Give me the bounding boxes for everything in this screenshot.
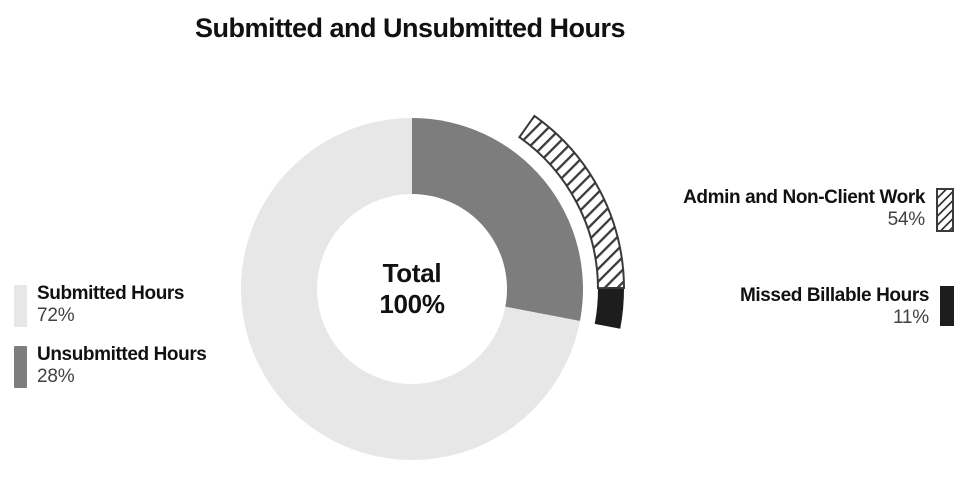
- legend-item-submitted-hours: Submitted Hours 72%: [14, 283, 184, 327]
- legend-item-admin-non-client-work: Admin and Non-Client Work 54%: [683, 187, 954, 232]
- legend-text-missed-billable-hours: Missed Billable Hours 11%: [740, 285, 929, 329]
- legend-item-unsubmitted-hours: Unsubmitted Hours 28%: [14, 344, 207, 388]
- legend-value-unsubmitted-hours: 28%: [37, 366, 75, 387]
- arc-missed-billable-hours: [594, 287, 625, 329]
- arc-admin-and-non-client-work: [518, 114, 626, 290]
- slice-unsubmitted-hours: [412, 118, 583, 322]
- legend-swatch-unsubmitted-hours: [14, 346, 27, 388]
- center-total-label: Total: [382, 258, 442, 288]
- donut-center-label: Total 100%: [379, 258, 445, 320]
- legend-value-missed-billable-hours: 11%: [892, 307, 929, 328]
- legend-text-unsubmitted-hours: Unsubmitted Hours 28%: [37, 344, 207, 388]
- legend-text-admin-non-client-work: Admin and Non-Client Work 54%: [683, 187, 925, 231]
- legend-value-admin-non-client-work: 54%: [887, 209, 926, 230]
- chart-title: Submitted and Unsubmitted Hours: [195, 13, 626, 43]
- legend-swatch-submitted-hours: [14, 285, 27, 327]
- legend-label-admin-non-client-work: Admin and Non-Client Work: [683, 187, 925, 208]
- legend-label-unsubmitted-hours: Unsubmitted Hours: [37, 344, 207, 365]
- legend-swatch-admin-non-client-work: [936, 188, 954, 232]
- legend-label-missed-billable-hours: Missed Billable Hours: [739, 285, 929, 306]
- center-total-value: 100%: [379, 289, 445, 319]
- legend-value-submitted-hours: 72%: [37, 305, 75, 326]
- slice-submitted-hours: [240, 117, 580, 460]
- legend-text-submitted-hours: Submitted Hours 72%: [37, 283, 184, 327]
- legend-label-submitted-hours: Submitted Hours: [37, 283, 185, 304]
- legend-swatch-missed-billable-hours: [940, 286, 954, 326]
- legend-item-missed-billable-hours: Missed Billable Hours 11%: [740, 285, 954, 329]
